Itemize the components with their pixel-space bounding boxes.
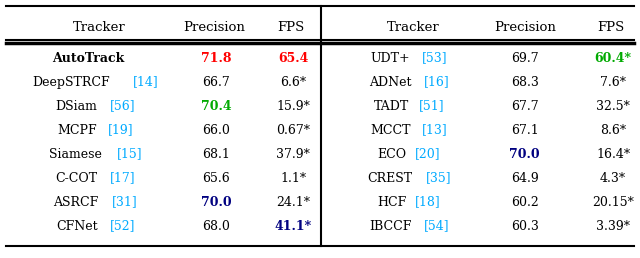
Text: [31]: [31]	[112, 196, 138, 208]
Text: 60.3: 60.3	[511, 220, 539, 232]
Text: 70.0: 70.0	[201, 196, 232, 208]
Text: [54]: [54]	[424, 220, 449, 232]
Text: 20.15*: 20.15*	[592, 196, 634, 208]
Text: Precision: Precision	[184, 21, 245, 34]
Text: 65.6: 65.6	[202, 172, 230, 184]
Text: [13]: [13]	[422, 124, 448, 136]
Text: 68.3: 68.3	[511, 76, 539, 88]
Text: AutoTrack: AutoTrack	[52, 52, 125, 64]
Text: CFNet: CFNet	[56, 220, 97, 232]
Text: C-COT: C-COT	[56, 172, 98, 184]
Text: 32.5*: 32.5*	[596, 100, 630, 112]
Text: 67.7: 67.7	[511, 100, 539, 112]
Text: [20]: [20]	[415, 148, 441, 160]
Text: 65.4: 65.4	[278, 52, 308, 64]
Text: [15]: [15]	[116, 148, 143, 160]
Text: 41.1*: 41.1*	[275, 220, 312, 232]
Text: FPS: FPS	[598, 21, 625, 34]
Text: 70.0: 70.0	[509, 148, 540, 160]
Text: 67.1: 67.1	[511, 124, 539, 136]
Text: [17]: [17]	[110, 172, 136, 184]
Text: 37.9*: 37.9*	[276, 148, 310, 160]
Text: 16.4*: 16.4*	[596, 148, 630, 160]
Text: 71.8: 71.8	[201, 52, 232, 64]
Text: 69.7: 69.7	[511, 52, 539, 64]
Text: 64.9: 64.9	[511, 172, 539, 184]
Text: MCPF: MCPF	[57, 124, 97, 136]
Text: 24.1*: 24.1*	[276, 196, 310, 208]
Text: Tracker: Tracker	[73, 21, 125, 34]
Text: MCCT: MCCT	[370, 124, 410, 136]
Text: 4.3*: 4.3*	[600, 172, 626, 184]
Text: 15.9*: 15.9*	[276, 100, 310, 112]
Text: HCF: HCF	[378, 196, 406, 208]
Text: TADT: TADT	[374, 100, 409, 112]
Text: CREST: CREST	[367, 172, 412, 184]
Text: 6.6*: 6.6*	[280, 76, 306, 88]
Text: DSiam: DSiam	[56, 100, 97, 112]
Text: 60.4*: 60.4*	[595, 52, 632, 64]
Text: Siamese: Siamese	[49, 148, 101, 160]
Text: [52]: [52]	[109, 220, 135, 232]
Text: Tracker: Tracker	[387, 21, 439, 34]
Text: [53]: [53]	[422, 52, 447, 64]
Text: [35]: [35]	[426, 172, 451, 184]
Text: [16]: [16]	[424, 76, 449, 88]
Text: [51]: [51]	[419, 100, 445, 112]
Text: 66.7: 66.7	[202, 76, 230, 88]
Text: [56]: [56]	[109, 100, 135, 112]
Text: 7.6*: 7.6*	[600, 76, 626, 88]
Text: [14]: [14]	[132, 76, 159, 88]
Text: 68.0: 68.0	[202, 220, 230, 232]
Text: ADNet: ADNet	[369, 76, 412, 88]
Text: 0.67*: 0.67*	[276, 124, 310, 136]
Text: Precision: Precision	[494, 21, 556, 34]
Text: IBCCF: IBCCF	[369, 220, 412, 232]
Text: 8.6*: 8.6*	[600, 124, 626, 136]
Text: 66.0: 66.0	[202, 124, 230, 136]
Text: DeepSTRCF: DeepSTRCF	[33, 76, 110, 88]
Text: 70.4: 70.4	[201, 100, 232, 112]
Text: UDT+: UDT+	[371, 52, 410, 64]
Text: 1.1*: 1.1*	[280, 172, 306, 184]
Text: [19]: [19]	[108, 124, 134, 136]
Text: 3.39*: 3.39*	[596, 220, 630, 232]
Text: ASRCF: ASRCF	[53, 196, 99, 208]
Text: 60.2: 60.2	[511, 196, 539, 208]
Text: FPS: FPS	[278, 21, 305, 34]
Text: ECO: ECO	[378, 148, 406, 160]
Text: [18]: [18]	[415, 196, 441, 208]
Text: 68.1: 68.1	[202, 148, 230, 160]
